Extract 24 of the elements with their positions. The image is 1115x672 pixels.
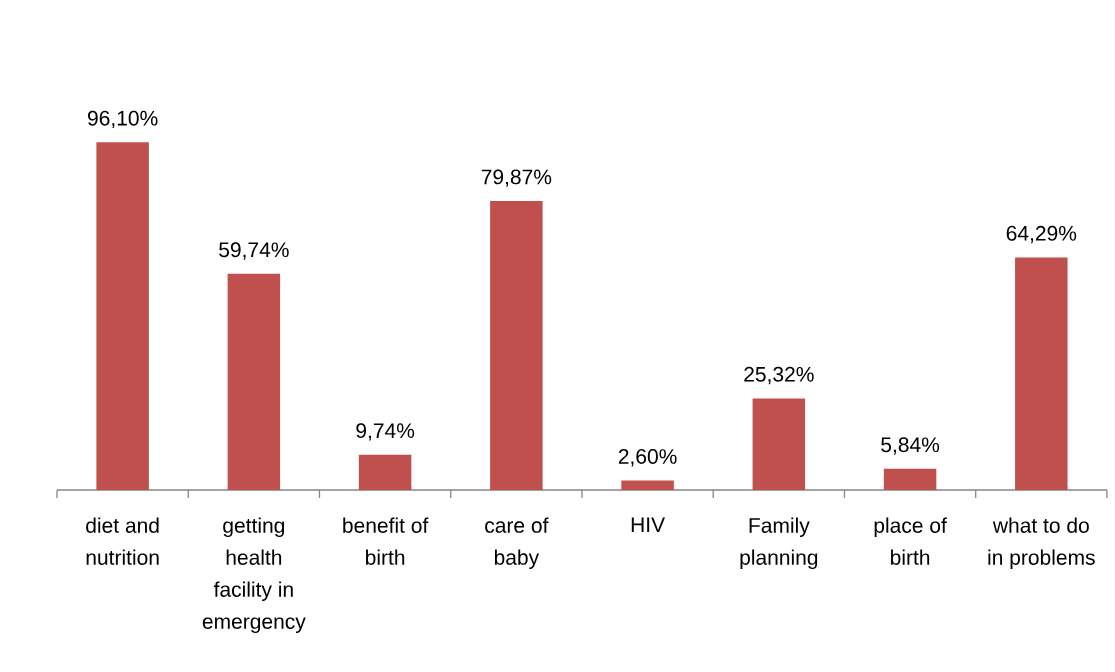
data-label: 64,29%: [1006, 225, 1077, 244]
x-tick-label: Family planning: [740, 517, 818, 570]
data-label: 5,84%: [881, 437, 940, 455]
bar: [490, 201, 543, 490]
bar: [96, 142, 149, 490]
x-tick-label: care of baby: [485, 517, 549, 570]
data-label: 79,87%: [481, 169, 552, 187]
x-tick-label: getting health facility in emergency: [202, 517, 306, 634]
bar: [621, 480, 674, 490]
x-tick-label: place of birth: [874, 517, 947, 565]
x-tick-label: HIV: [631, 517, 665, 532]
bar: [1015, 257, 1068, 490]
bar: [752, 398, 806, 490]
x-tick-label: what to do in problems: [988, 517, 1095, 570]
bar: [227, 273, 281, 490]
bar: [883, 468, 937, 490]
x-tick-label: benefit of birth: [343, 517, 429, 565]
data-label: 59,74%: [219, 242, 289, 260]
data-label: 2,60%: [618, 449, 677, 467]
data-label: 25,32%: [744, 366, 814, 385]
x-tick-label: diet and nutrition: [86, 517, 159, 565]
data-label: 96,10%: [88, 110, 158, 129]
bar: [358, 454, 412, 490]
data-label: 9,74%: [356, 423, 415, 441]
